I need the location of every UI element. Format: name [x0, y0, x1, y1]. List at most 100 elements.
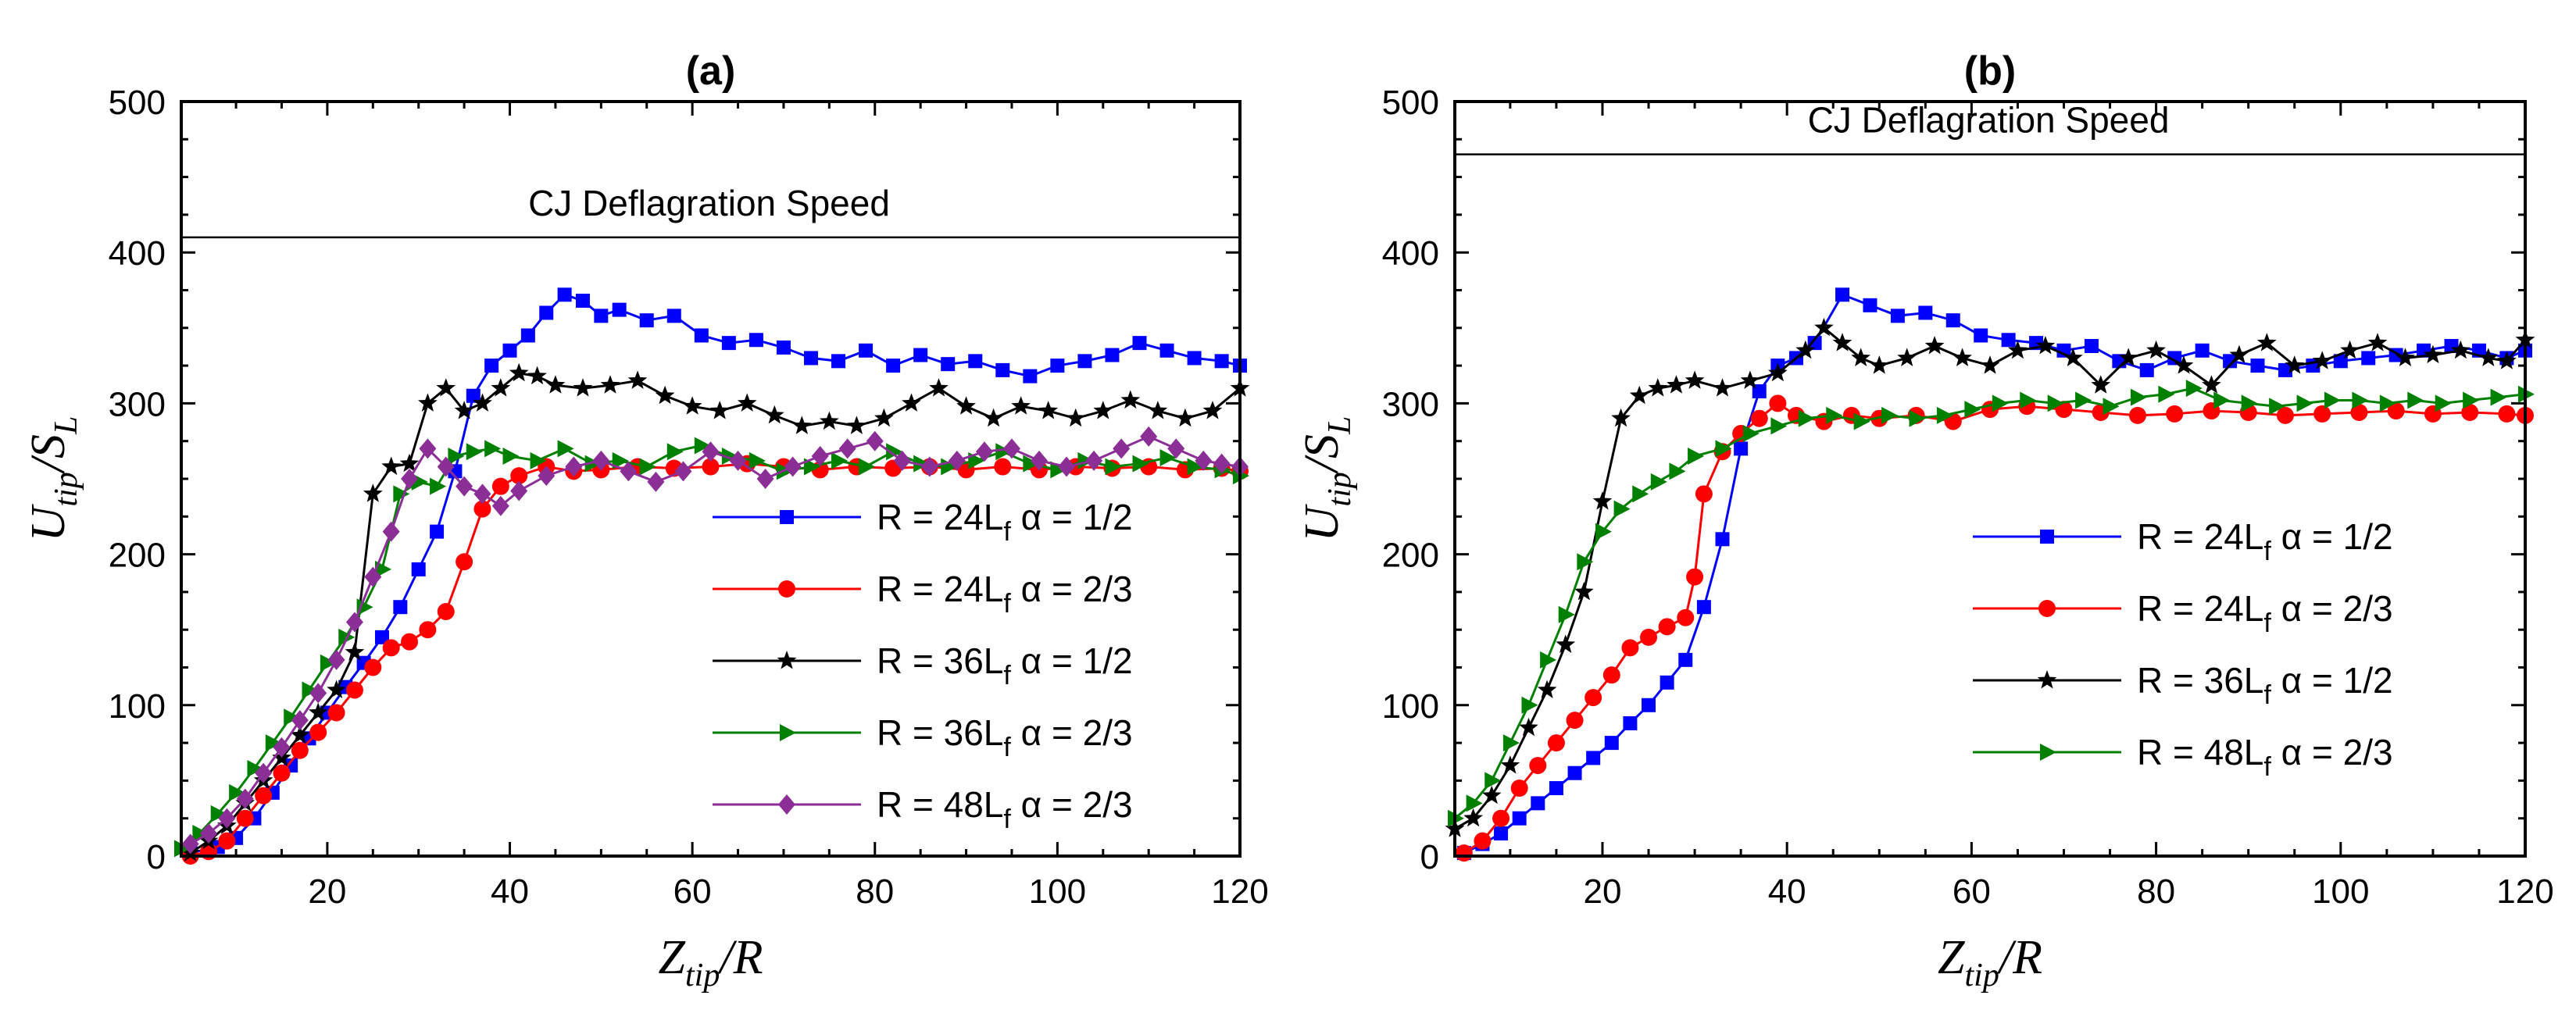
data-point: [1814, 317, 1834, 337]
data-point: [1148, 401, 1168, 419]
data-point: [374, 560, 391, 578]
data-point: [430, 477, 447, 495]
data-point: [436, 378, 456, 397]
data-point: [545, 375, 566, 394]
data-point: [2497, 351, 2517, 369]
data-point: [859, 343, 874, 358]
data-point: [1566, 712, 1584, 730]
legend-marker: [778, 794, 795, 815]
data-point: [1648, 378, 1668, 397]
data-point: [1494, 826, 1509, 841]
data-point: [995, 362, 1010, 377]
data-point: [1640, 628, 1658, 646]
data-point: [2118, 348, 2138, 366]
chart-title: (a): [686, 48, 736, 94]
series-line: [180, 444, 1241, 850]
legend-name: R = 48L: [877, 784, 1003, 825]
data-point: [721, 336, 736, 351]
data-point: [2020, 391, 2037, 409]
data-point: [401, 633, 419, 651]
data-point: [363, 483, 383, 502]
data-point: [1023, 369, 1038, 384]
data-point: [666, 443, 684, 461]
data-point: [1715, 532, 1730, 547]
data-point: [1768, 362, 1788, 382]
legend-name: R = 24L: [2137, 516, 2263, 557]
data-point: [1066, 408, 1086, 427]
data-point: [1574, 581, 1594, 601]
data-point: [1686, 568, 1704, 586]
series-line: [190, 462, 1241, 858]
legend-label: R = 48Lf α = 2/3: [877, 784, 1133, 834]
data-point: [1953, 348, 1972, 366]
data-point: [2333, 354, 2348, 369]
data-point: [2056, 343, 2071, 358]
chart-panel-b: (b) 0 100 200 300 400 500 20 40 60 80 100 120 CJ Defl…: [1295, 48, 2554, 994]
data-point: [530, 451, 547, 469]
data-point: [236, 809, 254, 827]
data-point: [356, 598, 373, 616]
y-axis-label-main: U: [1295, 503, 1349, 541]
data-point: [1105, 348, 1120, 362]
data-point: [2387, 402, 2405, 420]
data-point: [502, 343, 517, 358]
x-tick-label: 60: [1953, 872, 1991, 911]
data-point: [594, 309, 609, 323]
data-point: [1474, 832, 1492, 850]
data-point: [1650, 473, 1667, 491]
data-point: [2130, 388, 2147, 406]
data-point: [430, 524, 445, 539]
data-point: [419, 621, 437, 639]
data-point: [1002, 438, 1020, 459]
data-point: [639, 313, 654, 328]
data-point: [886, 443, 903, 461]
data-point: [1519, 717, 1538, 737]
data-point: [994, 458, 1012, 476]
data-point: [1031, 450, 1049, 471]
data-point: [1492, 809, 1510, 827]
data-point: [674, 461, 692, 482]
data-point: [273, 764, 291, 782]
data-point: [1187, 458, 1204, 476]
legend-name-tail: α = 2/3: [1011, 569, 1133, 609]
data-point: [2435, 394, 2452, 412]
data-point: [411, 562, 426, 576]
data-point: [1629, 385, 1649, 405]
data-point: [1604, 736, 1619, 751]
series-0: [1456, 287, 2532, 861]
data-point: [491, 477, 509, 495]
data-point: [1521, 696, 1538, 714]
data-point: [345, 681, 363, 699]
data-point: [1113, 438, 1131, 459]
x-tick-label: 20: [308, 872, 346, 911]
data-point: [181, 833, 199, 855]
legend-name-tail: α = 1/2: [1011, 640, 1133, 681]
data-point: [1832, 333, 1853, 351]
legend-marker: [780, 724, 796, 741]
legend-name-subscript: f: [2263, 537, 2271, 566]
legend: R = 24Lf α = 1/2R = 24Lf α = 2/3R = 36Lf…: [1973, 516, 2393, 782]
data-point: [866, 430, 884, 451]
data-point: [510, 467, 528, 485]
legend-marker: [2040, 744, 2056, 761]
data-point: [236, 788, 254, 809]
data-point: [509, 362, 529, 382]
data-point: [418, 393, 438, 412]
x-axis-label-rest: /R: [1997, 931, 2042, 984]
data-point: [2256, 333, 2277, 351]
legend-label: R = 48Lf α = 2/3: [2137, 732, 2393, 782]
data-point: [756, 469, 774, 489]
data-point: [302, 681, 319, 699]
data-point: [2103, 398, 2120, 416]
data-point: [484, 359, 499, 373]
data-point: [2063, 348, 2083, 366]
series-line: [189, 372, 1241, 855]
legend-label: R = 24Lf α = 2/3: [2137, 588, 2393, 638]
x-axis-label-sub: tip: [1965, 958, 1999, 994]
data-point: [393, 600, 408, 615]
data-point: [1713, 378, 1732, 397]
data-point: [218, 808, 236, 829]
data-point: [1602, 666, 1620, 684]
data-point: [1455, 844, 1473, 862]
data-point: [2313, 405, 2331, 423]
